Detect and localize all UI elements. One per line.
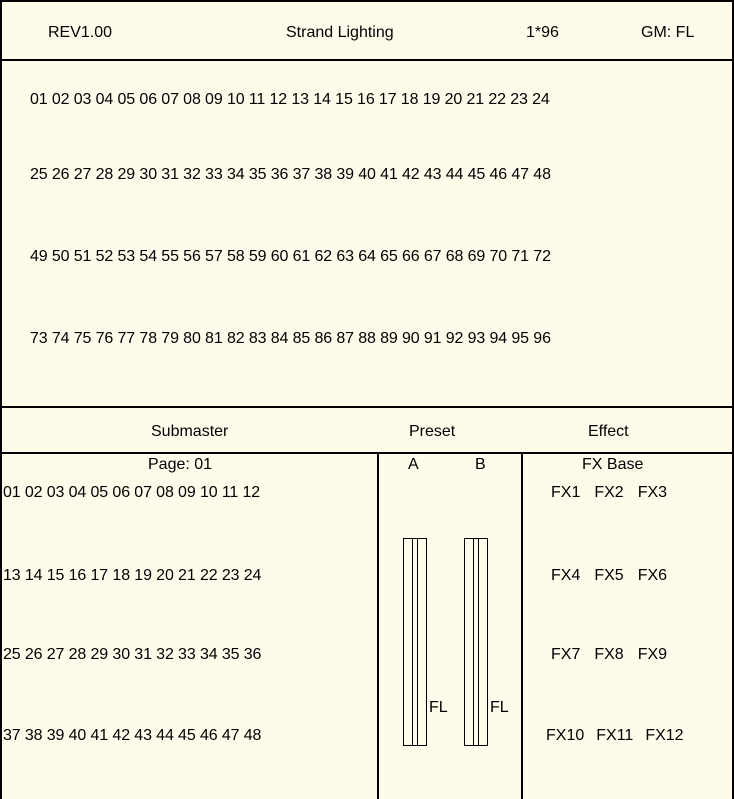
channel-info: 1*96 — [526, 24, 559, 41]
fx-button[interactable]: FX10 — [546, 727, 585, 744]
fx-button[interactable]: FX4 — [551, 567, 581, 584]
preset-effect-divider — [521, 453, 523, 799]
submaster-page-label: Page: 01 — [148, 456, 213, 473]
submaster-row[interactable]: 37 38 39 40 41 42 43 44 45 46 47 48 — [3, 727, 262, 744]
channel-row[interactable]: 01 02 03 04 05 06 07 08 09 10 11 12 13 1… — [30, 91, 550, 108]
preset-b-fader[interactable] — [464, 538, 488, 746]
preset-b-label: B — [475, 456, 486, 473]
preset-heading: Preset — [409, 423, 456, 440]
fx-row: FX1 FX2 FX3 — [551, 484, 667, 502]
section-header-divider — [0, 452, 734, 454]
fx-button[interactable]: FX6 — [637, 567, 668, 584]
grand-master-status: GM: FL — [641, 24, 695, 41]
fx-button[interactable]: FX7 — [551, 646, 581, 663]
preset-b-fader-track — [473, 538, 479, 746]
fx-button[interactable]: FX11 — [596, 727, 634, 744]
preset-a-fader-track — [412, 538, 418, 746]
preset-a-label: A — [408, 456, 419, 473]
app-title: Strand Lighting — [286, 24, 394, 41]
channel-row[interactable]: 73 74 75 76 77 78 79 80 81 82 83 84 85 8… — [30, 330, 551, 347]
fx-button[interactable]: FX3 — [637, 484, 668, 501]
fx-button[interactable]: FX2 — [594, 484, 624, 501]
fx-button[interactable]: FX1 — [551, 484, 581, 501]
submaster-row[interactable]: 25 26 27 28 29 30 31 32 33 34 35 36 — [3, 646, 262, 663]
channel-area-divider — [0, 406, 734, 408]
fx-button[interactable]: FX9 — [637, 646, 668, 663]
fx-row: FX7 FX8 FX9 — [551, 646, 667, 664]
border-right — [732, 0, 734, 799]
border-left — [0, 0, 2, 799]
fx-base-label: FX Base — [582, 456, 644, 473]
revision-label: REV1.00 — [48, 24, 113, 41]
channel-row[interactable]: 49 50 51 52 53 54 55 56 57 58 59 60 61 6… — [30, 248, 551, 265]
fx-button[interactable]: FX5 — [594, 567, 624, 584]
fx-button[interactable]: FX8 — [594, 646, 624, 663]
fx-row: FX10 FX11 FX12 — [546, 727, 684, 745]
preset-a-fader[interactable] — [403, 538, 427, 746]
submaster-heading: Submaster — [151, 423, 229, 440]
preset-b-level: FL — [490, 699, 509, 716]
submaster-preset-divider — [377, 453, 379, 799]
fx-button[interactable]: FX12 — [645, 727, 684, 744]
border-top — [0, 0, 734, 2]
fx-row: FX4 FX5 FX6 — [551, 567, 667, 585]
effect-heading: Effect — [588, 423, 629, 440]
preset-a-level: FL — [429, 699, 448, 716]
submaster-row[interactable]: 13 14 15 16 17 18 19 20 21 22 23 24 — [3, 567, 262, 584]
submaster-row[interactable]: 01 02 03 04 05 06 07 08 09 10 11 12 — [3, 484, 261, 501]
channel-row[interactable]: 25 26 27 28 29 30 31 32 33 34 35 36 37 3… — [30, 166, 551, 183]
header-divider — [0, 59, 734, 61]
